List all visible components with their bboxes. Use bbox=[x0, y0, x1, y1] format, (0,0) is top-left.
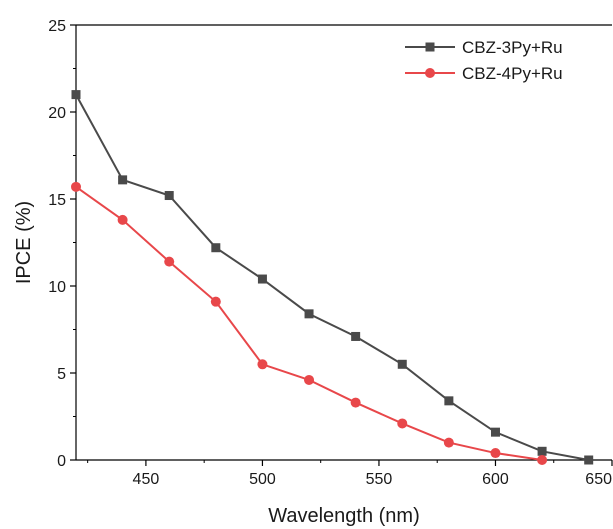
legend-item: CBZ-4Py+Ru bbox=[405, 64, 563, 83]
y-tick-label: 25 bbox=[48, 18, 66, 35]
data-point bbox=[444, 396, 454, 406]
x-tick-label: 650 bbox=[585, 471, 612, 488]
data-point bbox=[443, 437, 454, 448]
y-tick-label: 15 bbox=[48, 192, 66, 209]
x-tick-label: 500 bbox=[249, 471, 276, 488]
legend-label: CBZ-3Py+Ru bbox=[462, 38, 563, 57]
data-point bbox=[584, 455, 594, 465]
data-point bbox=[71, 181, 81, 192]
axes: 0 5 10 15 20 25 450 500 550 600 650 bbox=[48, 18, 613, 488]
data-point bbox=[490, 448, 501, 459]
data-point bbox=[490, 427, 500, 437]
series-1 bbox=[71, 90, 594, 465]
y-tick-label: 5 bbox=[57, 366, 66, 383]
data-point bbox=[71, 90, 81, 100]
x-tick-label: 450 bbox=[133, 471, 160, 488]
y-tick-label: 10 bbox=[48, 279, 66, 296]
x-tick-label: 600 bbox=[482, 471, 509, 488]
data-point bbox=[210, 296, 221, 307]
legend-item: CBZ-3Py+Ru bbox=[405, 38, 563, 57]
x-tick-label: 550 bbox=[366, 471, 393, 488]
data-point bbox=[351, 331, 361, 341]
legend: CBZ-3Py+Ru CBZ-4Py+Ru bbox=[405, 38, 563, 83]
data-point bbox=[537, 455, 548, 465]
data-point bbox=[304, 309, 314, 319]
data-point bbox=[118, 175, 128, 185]
series-line bbox=[75, 94, 589, 461]
data-point bbox=[537, 446, 547, 456]
y-axis-title: IPCE (%) bbox=[13, 201, 35, 284]
data-point bbox=[257, 359, 268, 370]
data-point bbox=[350, 397, 361, 408]
series-2 bbox=[71, 181, 548, 465]
series-line bbox=[75, 186, 543, 461]
data-point bbox=[397, 359, 407, 369]
legend-marker bbox=[425, 68, 435, 78]
y-tick-label: 0 bbox=[57, 453, 66, 470]
data-point bbox=[397, 418, 408, 429]
x-axis-title: Wavelength (nm) bbox=[268, 505, 420, 527]
data-point bbox=[211, 243, 221, 253]
series-layer bbox=[71, 90, 594, 465]
legend-marker bbox=[425, 42, 435, 52]
data-point bbox=[257, 274, 267, 284]
y-tick-label: 20 bbox=[48, 105, 66, 122]
data-point bbox=[164, 256, 175, 267]
legend-label: CBZ-4Py+Ru bbox=[462, 64, 563, 83]
data-point bbox=[304, 374, 315, 385]
data-point bbox=[117, 214, 128, 225]
data-point bbox=[164, 191, 174, 201]
